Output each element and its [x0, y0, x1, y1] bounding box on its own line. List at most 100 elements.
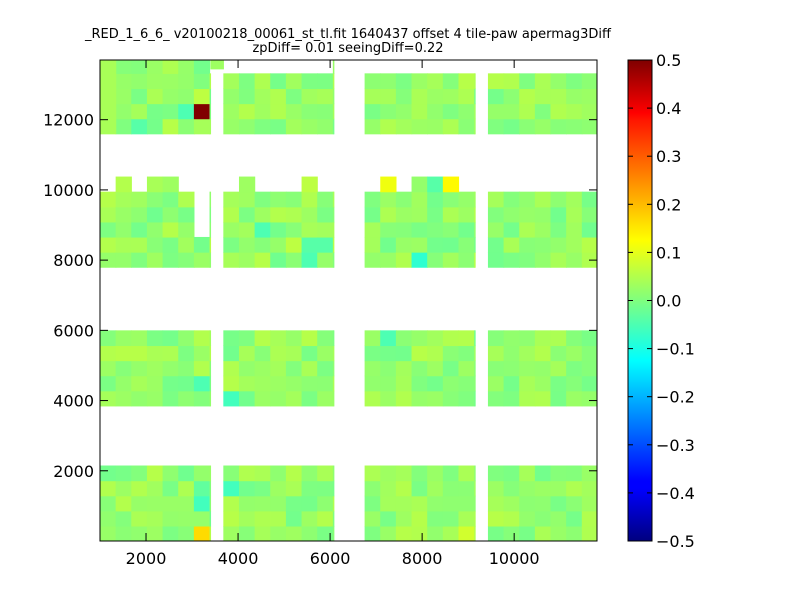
heatmap-cell	[380, 525, 397, 541]
heatmap-cell	[566, 221, 583, 238]
heatmap-cell	[209, 525, 212, 541]
heatmap-cell	[178, 103, 195, 120]
x-tick-label: 2000	[126, 549, 167, 568]
heatmap-cell	[566, 88, 583, 105]
heatmap-cell	[131, 60, 148, 74]
heatmap-cell	[380, 103, 397, 120]
heatmap-cell	[115, 495, 132, 512]
heatmap-cell	[131, 465, 148, 482]
heatmap-cell	[317, 221, 334, 238]
heatmap-cell	[270, 330, 287, 347]
heatmap-cell	[503, 103, 520, 120]
heatmap-cell	[458, 252, 475, 268]
heatmap-cell	[301, 525, 318, 541]
heatmap-cell	[566, 103, 583, 120]
heatmap-cell	[458, 330, 475, 347]
heatmap-cell	[317, 360, 334, 377]
heatmap-cell	[285, 221, 303, 238]
heatmap-cell	[566, 73, 583, 90]
heatmap-cell	[146, 60, 164, 74]
colorbar-tick-label: −0.5	[656, 532, 695, 551]
heatmap-cell	[503, 345, 520, 362]
heatmap-cell	[115, 390, 132, 407]
heatmap-cell	[534, 345, 552, 362]
heatmap-cell	[285, 345, 303, 362]
heatmap-cell	[162, 480, 179, 497]
heatmap-cell	[115, 480, 132, 497]
heatmap-cell	[474, 236, 476, 253]
heatmap-cell	[115, 330, 132, 347]
heatmap-cell	[487, 73, 505, 90]
heatmap-cell	[534, 236, 552, 253]
heatmap-cell	[566, 252, 583, 268]
heatmap-cell	[411, 390, 428, 407]
heatmap-cell	[487, 510, 505, 527]
heatmap-cell	[566, 390, 583, 407]
heatmap-cell	[442, 465, 460, 482]
heatmap-cell	[100, 360, 117, 377]
heatmap-cell	[487, 236, 505, 253]
heatmap-cell	[317, 390, 334, 407]
heatmap-cell	[534, 525, 552, 541]
heatmap-cell	[317, 236, 334, 253]
heatmap-cell	[503, 118, 520, 135]
heatmap-cell	[146, 118, 164, 135]
heatmap-cell	[317, 465, 334, 482]
heatmap-cell	[332, 221, 335, 238]
x-tick-label: 8000	[402, 549, 443, 568]
heatmap-cell	[270, 390, 287, 407]
heatmap-cell	[270, 375, 287, 392]
heatmap-cell	[238, 206, 256, 223]
heatmap-cell	[285, 118, 303, 135]
heatmap-cell	[380, 330, 397, 347]
heatmap-cell	[550, 252, 567, 268]
heatmap-cell	[162, 465, 179, 482]
heatmap-cell	[534, 103, 552, 120]
heatmap-cell	[317, 88, 334, 105]
heatmap-cell	[380, 495, 397, 512]
heatmap-cell	[301, 510, 318, 527]
heatmap-cell	[223, 480, 240, 497]
heatmap-cell	[442, 330, 460, 347]
heatmap-cell	[519, 73, 536, 90]
heatmap-cell	[427, 495, 444, 512]
heatmap-cell	[550, 375, 567, 392]
colorbar-ticks: 0.5 0.4 0.3 0.2 0.1 0.0 −0.1 −0.2 −0.3 −0.4 −0.5	[628, 51, 695, 551]
heatmap-cell	[550, 510, 567, 527]
heatmap-cell	[317, 73, 334, 90]
heatmap-cell	[178, 191, 195, 208]
heatmap-cell	[550, 118, 567, 135]
heatmap-cell	[487, 103, 505, 120]
heatmap-cell	[317, 510, 334, 527]
heatmap-cell	[162, 495, 179, 512]
heatmap-cell	[131, 330, 148, 347]
heatmap-cell	[427, 118, 444, 135]
heatmap-cell	[178, 252, 195, 268]
heatmap-cell	[332, 360, 335, 377]
heatmap-cell	[146, 360, 164, 377]
y-tick-label: 12000	[43, 111, 94, 130]
heatmap-cell	[254, 480, 271, 497]
heatmap-cell	[427, 73, 444, 90]
heatmap-cell	[503, 525, 520, 541]
heatmap-cell	[178, 73, 195, 90]
heatmap-cell	[270, 206, 287, 223]
y-tick-label: 6000	[53, 321, 94, 340]
heatmap-cell	[597, 511, 599, 527]
heatmap-cell	[442, 236, 460, 253]
heatmap-cell	[503, 510, 520, 527]
heatmap-cell	[458, 73, 475, 90]
heatmap-cell	[503, 375, 520, 392]
heatmap-cell	[550, 191, 567, 208]
heatmap-cell	[193, 525, 211, 541]
heatmap-cell	[487, 118, 505, 135]
heatmap-cell	[146, 480, 164, 497]
heatmap-cell	[442, 495, 460, 512]
heatmap-cell	[487, 252, 505, 268]
heatmap-cell	[395, 73, 413, 90]
heatmap-cell	[597, 330, 599, 346]
heatmap-cell	[364, 206, 381, 223]
heatmap-cell	[474, 206, 476, 223]
heatmap-cell	[162, 390, 179, 407]
heatmap-cell	[238, 176, 256, 193]
